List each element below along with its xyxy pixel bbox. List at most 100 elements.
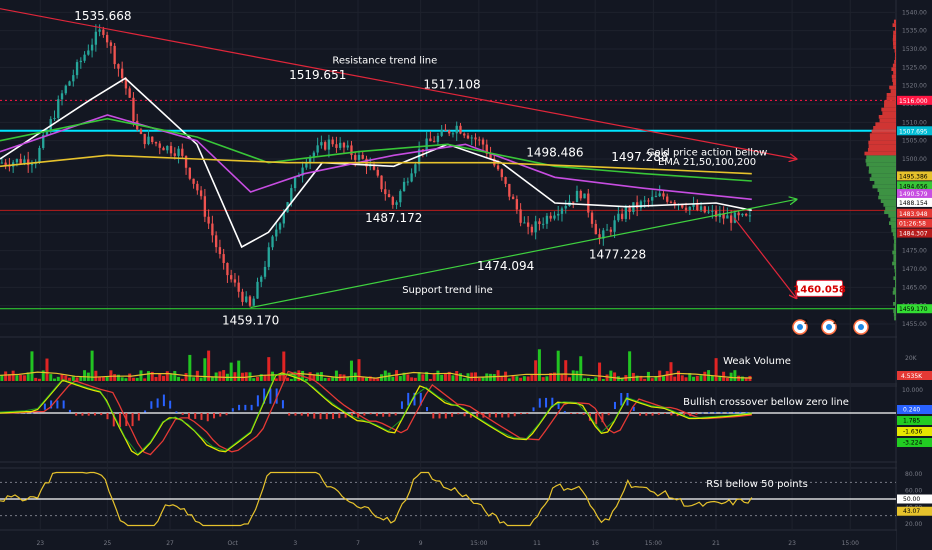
time-tick-label: 23	[788, 540, 796, 547]
volume-last-tag-text: 4.535K	[901, 373, 923, 380]
candle-body	[327, 139, 331, 150]
candle-body	[395, 202, 398, 205]
candle-body	[681, 204, 684, 208]
candle-body	[177, 148, 180, 156]
candle-body	[282, 212, 285, 224]
rsi-tick-label: 60.00	[905, 487, 922, 494]
volume-bar	[598, 362, 602, 381]
candle-body	[707, 211, 710, 213]
volume-bar	[564, 360, 568, 381]
pane-annotations: Weak Volume Bullish crossover bellow zero…	[683, 356, 849, 490]
volume-profile-bar	[895, 283, 896, 288]
macd-histogram-bar	[607, 413, 610, 416]
time-axis[interactable]: 23 25 27 Oct 3 7 9 15:00 11 16 15:00 21 23 15:00	[0, 531, 896, 550]
candle-body	[515, 199, 519, 210]
volume-bar	[334, 370, 338, 381]
volume-bar	[4, 371, 8, 381]
ema-line	[0, 117, 752, 182]
volume-bar	[146, 371, 150, 381]
volume-profile-bar	[869, 133, 896, 137]
candle-body	[402, 181, 406, 192]
flag-event-icon[interactable]	[853, 319, 869, 335]
macd-histogram-bar	[68, 409, 71, 413]
price-axis[interactable]: 1455.001460.001465.001470.001475.001480.…	[897, 0, 932, 550]
macd-histogram-bar	[400, 401, 403, 409]
macd-histogram-bar	[31, 412, 34, 414]
candle-body	[237, 282, 240, 292]
time-tick-label: Oct	[228, 540, 239, 547]
macd-histogram-bar	[213, 413, 216, 419]
candle-body	[590, 212, 594, 224]
volume-profile-bar	[891, 67, 896, 71]
volume-bar	[522, 376, 526, 381]
macd-histogram-bar	[557, 401, 560, 409]
chart-annotation: Support trend line	[402, 285, 493, 296]
candle-body	[211, 223, 214, 236]
volume-bar	[537, 349, 541, 381]
volume-profile-bar	[893, 243, 896, 247]
volume-bar	[346, 376, 350, 381]
volume-profile-bar	[892, 232, 896, 236]
volume-profile-bar	[895, 272, 896, 277]
price-candles	[0, 24, 752, 308]
macd-histogram-bar	[419, 392, 422, 406]
macd-histogram-bar	[225, 413, 228, 416]
price-tick-label: 1475.00	[902, 248, 927, 255]
candle-body	[384, 189, 387, 195]
candle-body	[162, 147, 165, 151]
candle-body	[57, 99, 60, 118]
macd-histogram-bar	[733, 411, 736, 414]
price-tick-label: 1540.00	[902, 9, 927, 16]
macd-histogram-bar	[181, 413, 184, 415]
volume-bar	[368, 376, 372, 381]
candle-body	[169, 145, 173, 154]
candle-body	[564, 205, 567, 209]
candle-body	[147, 136, 150, 145]
time-axis-background	[0, 531, 896, 550]
volume-profile-bar	[893, 302, 896, 306]
macd-tag	[897, 438, 932, 447]
macd-histogram-bar	[269, 388, 272, 404]
volume-bar	[278, 373, 282, 381]
candle-body	[124, 78, 128, 89]
axis-price-tag	[897, 304, 932, 314]
macd-histogram-bar	[532, 407, 535, 412]
volume-bar	[304, 378, 308, 381]
macd-tag-text: 0.240	[903, 407, 920, 414]
candle-body	[722, 213, 725, 219]
candle-body	[628, 207, 631, 212]
volume-bar	[428, 378, 432, 381]
candle-body	[617, 213, 620, 221]
macd-histogram-bar	[375, 413, 378, 417]
volume-bar	[635, 375, 639, 381]
macd-histogram-bar	[620, 392, 623, 406]
volume-profile-bar	[893, 287, 896, 291]
candle-body	[222, 254, 225, 263]
earnings-calendar-icon[interactable]: 2	[821, 319, 837, 335]
volume-profile-bar	[895, 27, 896, 31]
volume-bar	[526, 376, 530, 381]
candle-body	[737, 212, 740, 216]
macd-histogram-bar	[131, 413, 134, 427]
volume-bar	[188, 354, 192, 381]
candle-body	[714, 210, 718, 217]
volume-bar	[605, 374, 609, 381]
volume-bar	[650, 378, 654, 381]
candle-body	[744, 213, 748, 216]
macd-histogram-bar	[263, 388, 266, 404]
macd-histogram-bar	[451, 413, 454, 417]
earnings-calendar-icon[interactable]: 2	[792, 319, 808, 335]
price-label: 1517.108	[423, 77, 480, 91]
macd-histogram-bar	[507, 413, 510, 418]
macd-histogram-bar	[444, 413, 447, 419]
volume-profile-bar	[867, 148, 896, 152]
volume-bar	[665, 371, 669, 381]
candle-body	[609, 229, 613, 232]
price-tick-label: 1530.00	[902, 46, 927, 53]
volume-bar	[470, 372, 474, 381]
candle-body	[651, 196, 654, 201]
price-tick-label: 1455.00	[902, 321, 927, 328]
trend-lines	[0, 8, 797, 309]
